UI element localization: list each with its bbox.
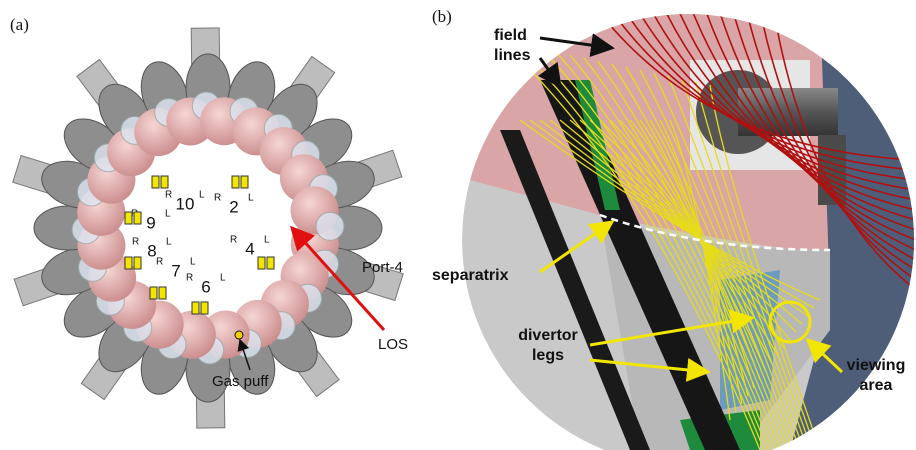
module-right: R — [186, 273, 193, 284]
module-left: L — [166, 237, 172, 248]
module-left: L — [248, 193, 254, 204]
panel-label: (b) — [432, 7, 452, 26]
divertor-target — [125, 257, 132, 269]
divertor-target — [192, 302, 199, 314]
module-right: R — [230, 235, 237, 246]
annotation: viewing — [847, 357, 906, 374]
module-left: L — [199, 190, 205, 201]
annotation: field — [494, 27, 527, 44]
divertor-target — [241, 176, 248, 188]
divertor-target — [201, 302, 208, 314]
divertor-target — [152, 176, 159, 188]
divertor-target — [134, 212, 141, 224]
gas-puff-dot — [235, 331, 243, 339]
annotation: lines — [494, 47, 531, 64]
divertor-target — [161, 176, 168, 188]
module-left: L — [165, 209, 171, 220]
gas-puff-label: Gas puff — [212, 373, 269, 390]
module-right: R — [165, 190, 172, 201]
divertor-target — [134, 257, 141, 269]
module-left: L — [190, 257, 196, 268]
coil-disk — [316, 212, 344, 240]
module-number: 7 — [171, 261, 180, 280]
panel-label: (a) — [10, 15, 29, 34]
module-left: L — [264, 235, 270, 246]
annotation: area — [860, 377, 893, 394]
module-number: 6 — [201, 277, 210, 296]
divertor-target — [159, 287, 166, 299]
divertor-target — [150, 287, 157, 299]
divertor-target — [267, 257, 274, 269]
annotation: separatrix — [432, 267, 509, 284]
annotation: divertor — [518, 327, 578, 344]
divertor-target — [125, 212, 132, 224]
los-label: LOS — [378, 336, 408, 353]
module-number: 9 — [146, 213, 155, 232]
divertor-target — [232, 176, 239, 188]
port-label: Port-4 — [362, 259, 403, 276]
module-left: L — [220, 273, 226, 284]
annotation: legs — [532, 347, 564, 364]
module-right: R — [132, 237, 139, 248]
camera-view — [462, 0, 916, 450]
module-number: 4 — [245, 239, 254, 258]
module-right: R — [214, 193, 221, 204]
figure: 10LR2LR4LR6LR7LR8LR9LR(a)Port-4LOSGas pu… — [0, 0, 916, 450]
module-number: 8 — [147, 241, 156, 260]
module-number: 2 — [229, 197, 238, 216]
module-right: R — [156, 257, 163, 268]
divertor-target — [258, 257, 265, 269]
module-number: 10 — [176, 194, 195, 213]
